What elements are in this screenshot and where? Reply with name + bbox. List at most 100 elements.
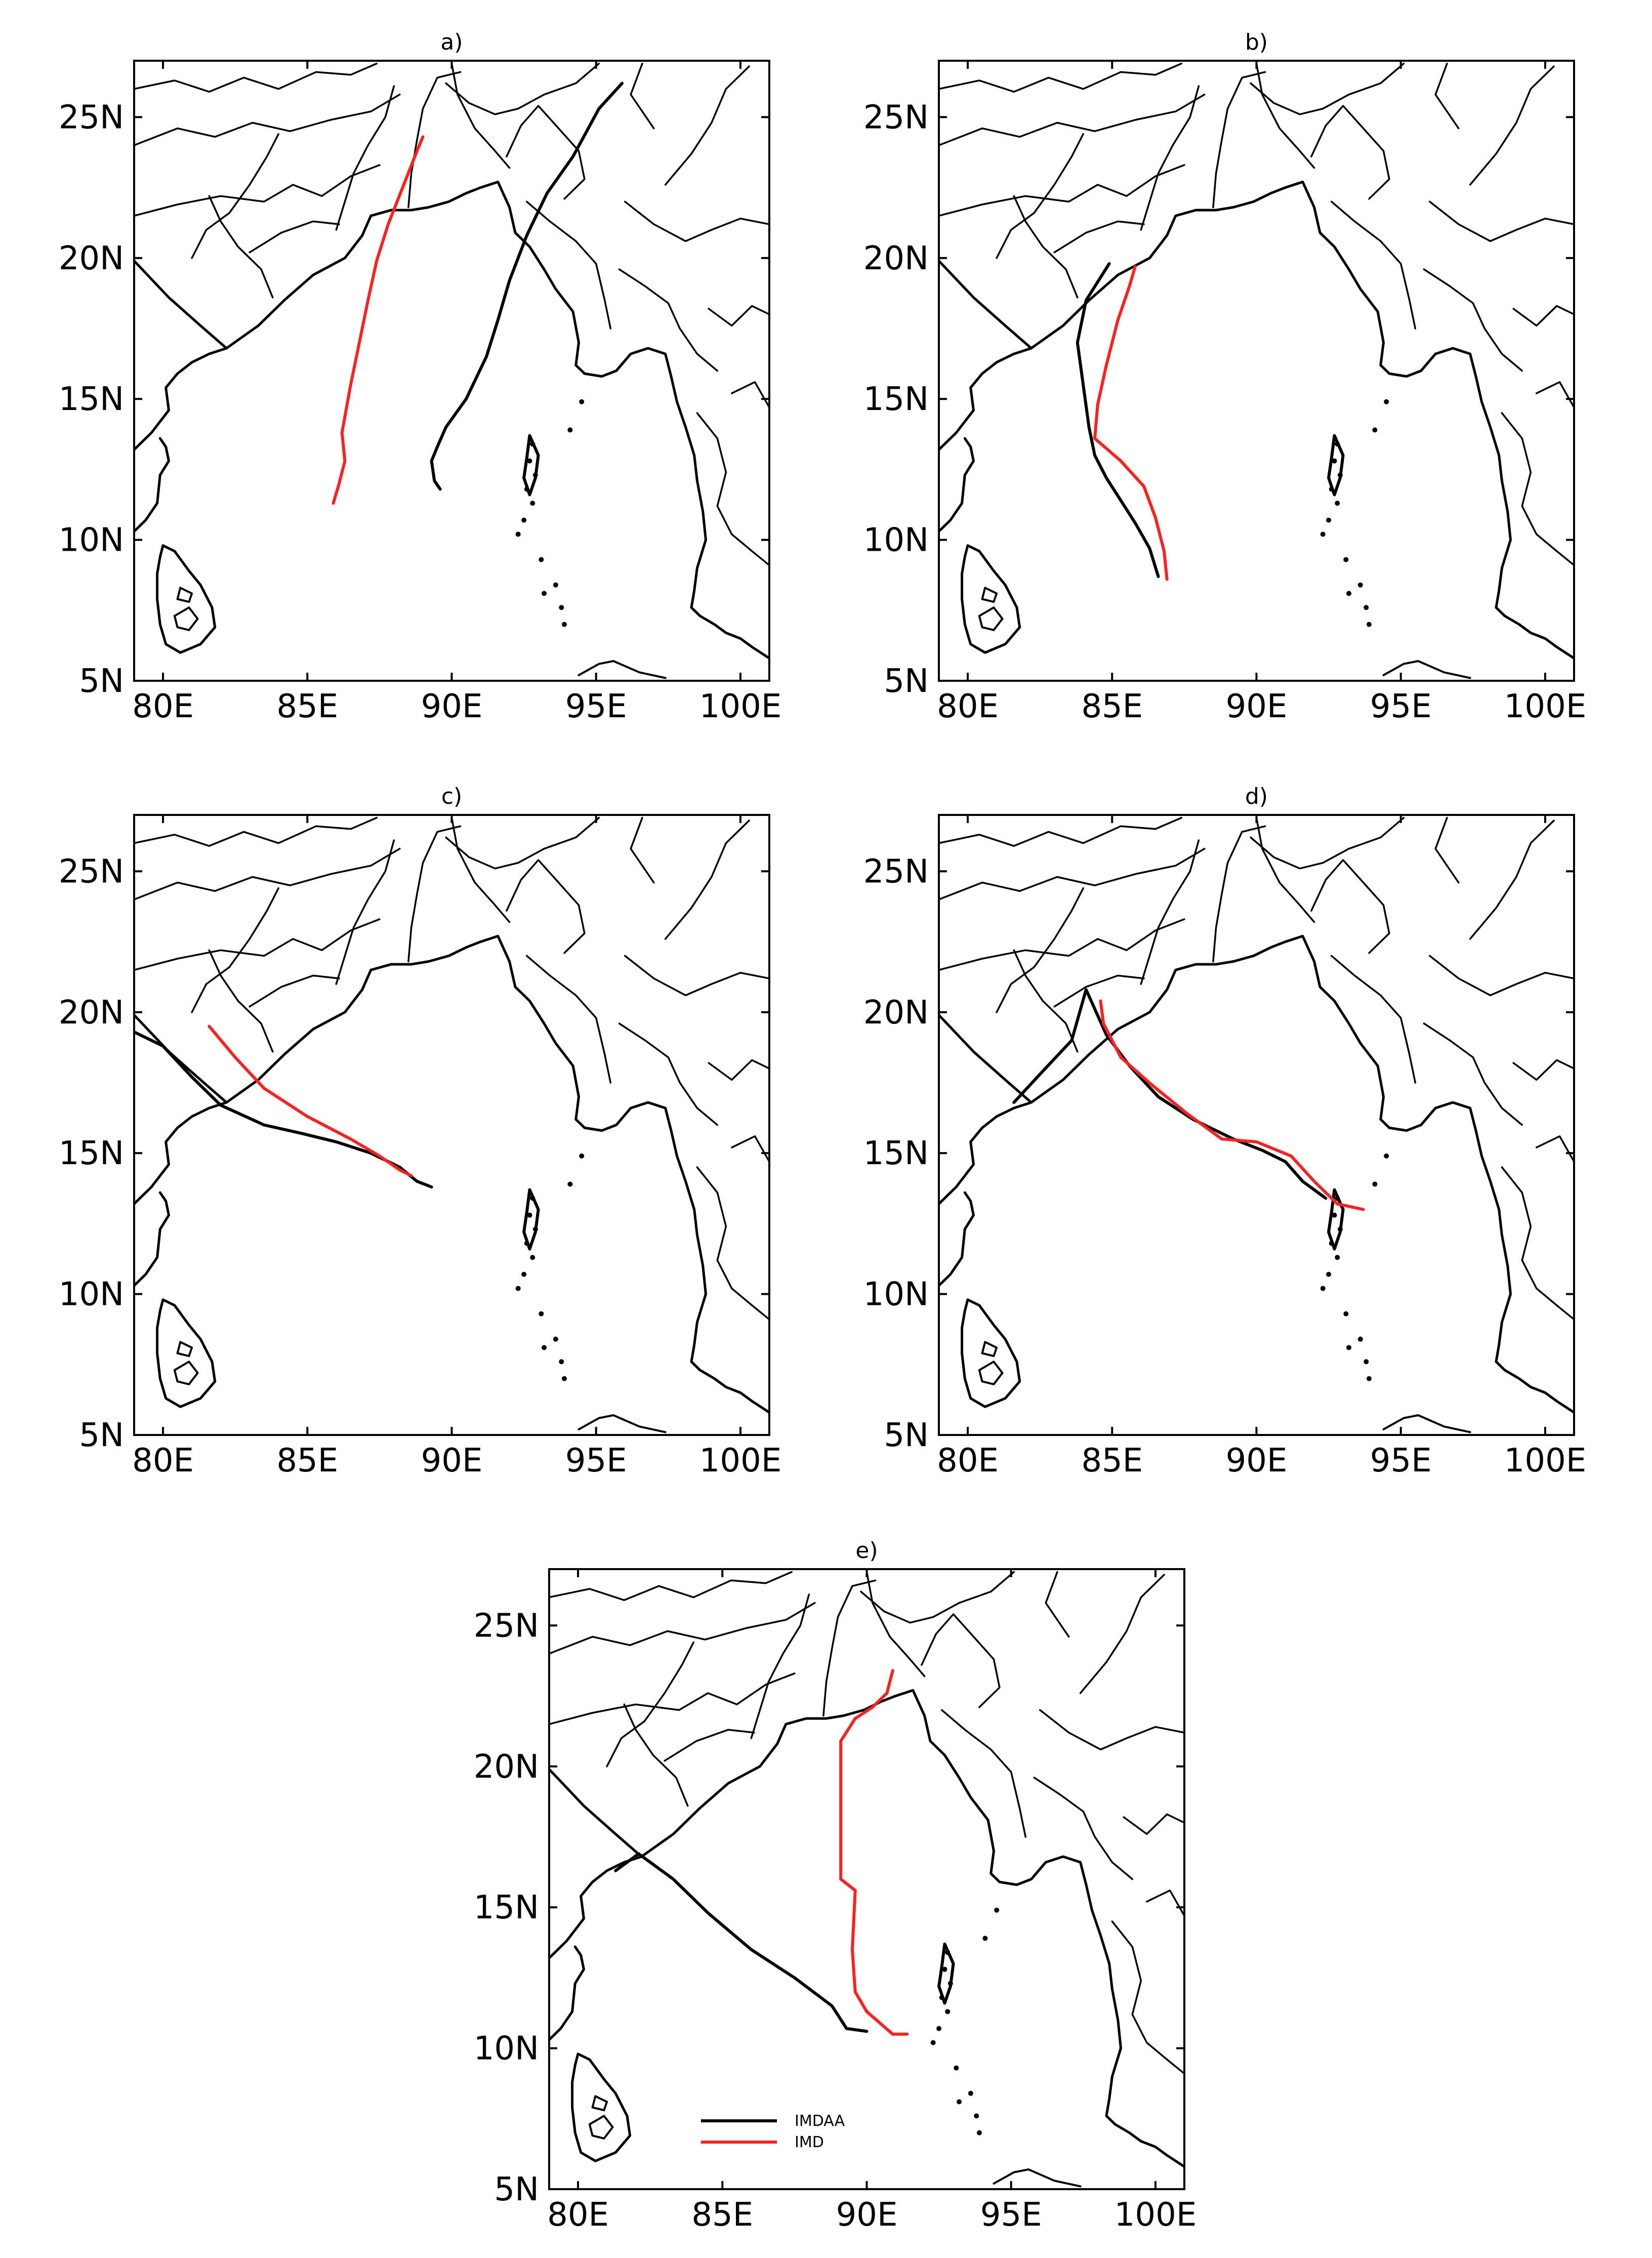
- admin-boundary: [1501, 412, 1574, 566]
- panels-root: a) 80E 85E 90E 95E 100E 5N 10N 15N 20N 25N b) 80E 85E…: [59, 29, 1587, 2234]
- island: [559, 1359, 564, 1365]
- admin-boundary: [1255, 62, 1315, 169]
- island: [968, 2090, 973, 2096]
- island: [1329, 1241, 1334, 1246]
- legend-label-imd: IMD: [795, 2133, 824, 2151]
- x-tick-label: 95E: [980, 2196, 1042, 2234]
- sri-lanka-border: [176, 1341, 193, 1358]
- island: [945, 1950, 951, 1955]
- admin-boundary: [450, 816, 511, 923]
- admin-boundary: [939, 94, 1206, 146]
- admin-boundary: [1053, 974, 1145, 1008]
- admin-boundary: [549, 1571, 793, 1602]
- panel-title: e): [855, 1538, 878, 1564]
- island: [930, 2040, 936, 2045]
- x-tick-label: 85E: [1081, 688, 1143, 725]
- coastline-india-east: [134, 347, 228, 451]
- y-tick-label: 15N: [59, 1135, 124, 1172]
- x-tick-label: 80E: [132, 688, 194, 725]
- island: [1320, 531, 1326, 537]
- admin-boundary: [939, 816, 1182, 847]
- island: [561, 1376, 567, 1381]
- admin-boundary: [921, 1613, 1001, 1708]
- panel-5: e) 80E 85E 90E 95E 100E 5N 10N 15N 20N 25N IMDAA IMD: [474, 1538, 1197, 2234]
- legend-label-imdaa: IMDAA: [795, 2112, 845, 2130]
- sri-lanka: [961, 544, 1021, 654]
- island: [939, 1995, 944, 2000]
- admin-boundary: [624, 200, 769, 242]
- coastline-india-south: [134, 1191, 170, 1287]
- island: [1384, 399, 1389, 404]
- admin-boundary: [623, 1703, 689, 1807]
- island: [530, 1196, 535, 1201]
- coastline-sumatra: [577, 1414, 667, 1433]
- island: [527, 1212, 532, 1218]
- island: [1335, 1255, 1340, 1260]
- island: [532, 472, 538, 478]
- island: [945, 2009, 951, 2015]
- sri-lanka-border: [591, 2095, 608, 2112]
- panel-title: a): [440, 29, 463, 55]
- admin-boundary: [1423, 1022, 1523, 1126]
- y-tick-label: 5N: [79, 1417, 124, 1454]
- sri-lanka-border: [981, 1341, 998, 1358]
- admin-boundary: [750, 1593, 810, 1739]
- panel-frame: [938, 60, 1575, 682]
- x-tick-label: 90E: [421, 1442, 483, 1480]
- admin-boundary: [624, 955, 769, 997]
- island: [1329, 486, 1334, 492]
- x-tick-label: 95E: [1370, 1442, 1432, 1480]
- admin-boundary: [208, 195, 274, 299]
- admin-boundary: [1512, 305, 1574, 327]
- island: [515, 1286, 521, 1291]
- y-tick-label: 5N: [884, 663, 929, 700]
- admin-boundary: [939, 848, 1206, 900]
- admin-boundary: [939, 62, 1182, 93]
- x-tick-label: 80E: [547, 2196, 609, 2234]
- x-tick-label: 100E: [1504, 688, 1587, 725]
- map-content: [549, 1571, 1184, 2188]
- island: [1366, 622, 1372, 627]
- x-tick-label: 100E: [699, 1442, 782, 1480]
- island: [567, 427, 573, 433]
- island: [553, 1336, 558, 1342]
- admin-boundary: [549, 1672, 796, 1726]
- island: [530, 441, 535, 447]
- island: [561, 622, 567, 627]
- island: [521, 1271, 527, 1277]
- y-tick-label: 20N: [863, 240, 929, 277]
- y-tick-label: 20N: [474, 1748, 539, 1786]
- coastline-sumatra: [1382, 1414, 1471, 1433]
- coastline-india-east: [549, 1855, 643, 1959]
- admin-boundary: [941, 1709, 1027, 1838]
- island: [974, 2113, 979, 2119]
- panel-4: d) 80E 85E 90E 95E 100E 5N 10N 15N 20N 25N: [863, 784, 1587, 1480]
- island: [532, 1226, 538, 1232]
- andaman-island: [522, 434, 540, 497]
- panel-frame: [548, 1568, 1185, 2190]
- sri-lanka-border: [978, 1361, 1004, 1385]
- island: [521, 517, 527, 523]
- y-tick-label: 25N: [59, 853, 124, 890]
- map-content: [939, 816, 1574, 1433]
- admin-boundary: [526, 200, 612, 330]
- admin-boundary: [549, 1602, 816, 1655]
- coastline-sumatra: [993, 2168, 1082, 2188]
- x-tick-label: 85E: [276, 688, 338, 725]
- map-content: [134, 816, 769, 1433]
- x-tick-label: 90E: [836, 2196, 898, 2234]
- map-content: [939, 62, 1574, 679]
- island: [567, 1181, 573, 1187]
- y-tick-label: 15N: [474, 1889, 539, 1926]
- sri-lanka-border: [173, 606, 199, 631]
- admin-boundary: [1310, 859, 1390, 954]
- coastline: [134, 934, 769, 1414]
- y-tick-label: 10N: [59, 522, 124, 559]
- island: [1384, 1153, 1389, 1159]
- y-tick-label: 5N: [79, 663, 124, 700]
- andaman-island: [937, 1942, 955, 2005]
- sri-lanka-border: [981, 587, 998, 603]
- island: [539, 557, 544, 562]
- x-tick-label: 95E: [565, 688, 627, 725]
